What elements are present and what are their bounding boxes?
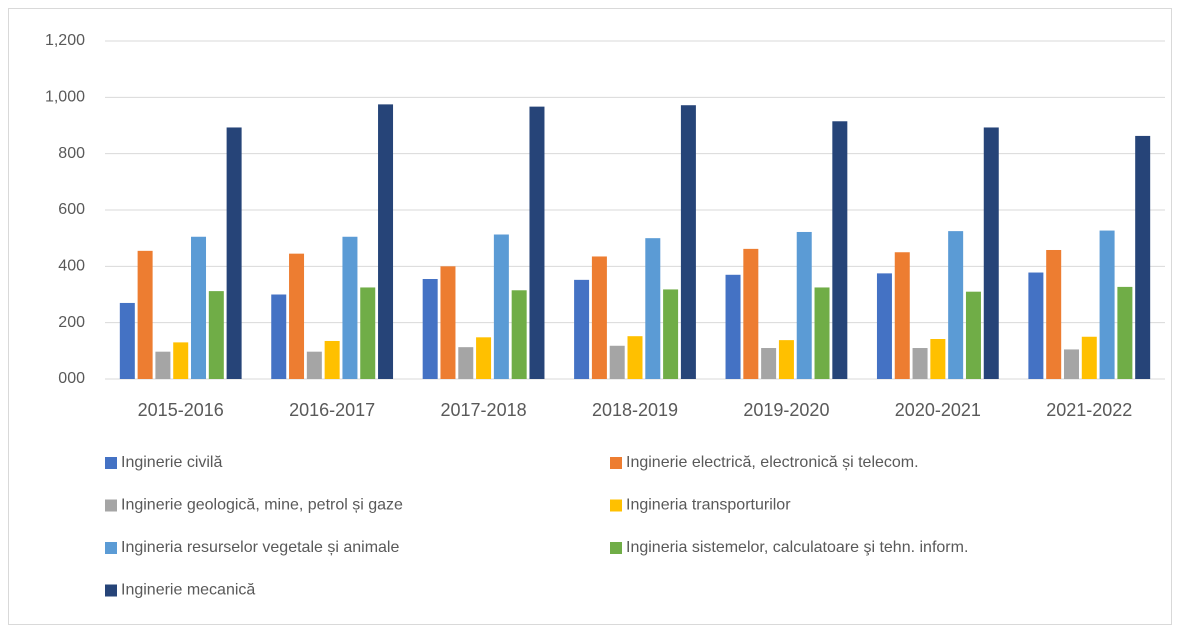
bar bbox=[930, 339, 946, 379]
bar bbox=[1099, 230, 1115, 379]
bar bbox=[832, 121, 848, 380]
bar bbox=[529, 106, 545, 380]
legend-label: Inginerie geologică, mine, petrol și gaz… bbox=[121, 497, 403, 514]
bar bbox=[324, 340, 340, 379]
bar bbox=[137, 250, 153, 379]
x-tick-label: 2021-2022 bbox=[1046, 400, 1132, 420]
x-tick-label: 2020-2021 bbox=[895, 400, 981, 420]
bar bbox=[778, 340, 794, 379]
bar bbox=[493, 234, 509, 379]
legend-label: Inginerie electrică, electronică și tele… bbox=[626, 454, 919, 471]
legend-swatch bbox=[610, 542, 622, 554]
x-tick-label: 2017-2018 bbox=[441, 400, 527, 420]
bar bbox=[894, 252, 910, 379]
bar bbox=[591, 256, 607, 379]
bar bbox=[814, 287, 830, 379]
bar bbox=[574, 279, 590, 379]
legend-swatch bbox=[610, 457, 622, 469]
bar bbox=[476, 337, 492, 379]
bar bbox=[1063, 349, 1079, 379]
y-tick-label: 1,000 bbox=[45, 89, 85, 106]
x-tick-label: 2015-2016 bbox=[138, 400, 224, 420]
bar bbox=[306, 351, 322, 379]
bar bbox=[378, 104, 394, 379]
bar bbox=[289, 253, 305, 379]
bar bbox=[680, 105, 696, 379]
legend-swatch bbox=[105, 499, 117, 512]
bar bbox=[226, 127, 242, 379]
legend-label: Inginerie mecanică bbox=[121, 582, 255, 599]
bar bbox=[191, 236, 207, 379]
bar bbox=[761, 348, 777, 379]
bar bbox=[876, 273, 892, 379]
bar bbox=[458, 347, 474, 379]
legend-label: Ingineria transporturilor bbox=[626, 497, 791, 514]
x-tick-label: 2018-2019 bbox=[592, 400, 678, 420]
legend-swatch bbox=[105, 457, 117, 469]
bar bbox=[155, 351, 171, 379]
y-tick-label: 800 bbox=[58, 145, 85, 162]
bar bbox=[173, 342, 189, 379]
bar bbox=[271, 294, 287, 379]
legend-swatch bbox=[105, 542, 117, 554]
bar bbox=[1135, 135, 1151, 379]
bar bbox=[796, 231, 812, 379]
bar bbox=[965, 291, 981, 379]
bar bbox=[912, 348, 928, 379]
y-tick-label: 400 bbox=[58, 258, 85, 275]
bar bbox=[342, 236, 358, 379]
legend-label: Ingineria resurselor vegetale și animale bbox=[121, 539, 399, 556]
bar bbox=[663, 289, 679, 379]
bar bbox=[511, 290, 527, 379]
y-tick-label: 000 bbox=[58, 370, 85, 387]
bar bbox=[1046, 249, 1062, 379]
bar bbox=[422, 279, 438, 379]
legend-label: Inginerie civilă bbox=[121, 454, 222, 471]
y-tick-label: 1,200 bbox=[45, 32, 85, 49]
bar bbox=[645, 238, 661, 379]
bar bbox=[725, 274, 741, 379]
bar bbox=[119, 302, 135, 379]
bar bbox=[948, 231, 964, 379]
bar bbox=[360, 287, 376, 379]
bar bbox=[627, 336, 643, 379]
y-tick-label: 600 bbox=[58, 201, 85, 218]
bar bbox=[609, 345, 625, 379]
legend-swatch bbox=[105, 584, 117, 597]
y-tick-label: 200 bbox=[58, 314, 85, 331]
bar bbox=[208, 291, 224, 379]
bar bbox=[983, 127, 999, 379]
x-tick-label: 2019-2020 bbox=[743, 400, 829, 420]
bar bbox=[1117, 286, 1133, 379]
legend-label: Ingineria sistemelor, calculatoare şi te… bbox=[626, 539, 968, 556]
bar bbox=[1028, 272, 1044, 379]
bar bbox=[743, 248, 759, 379]
legend-swatch bbox=[610, 499, 622, 512]
bar bbox=[1081, 336, 1097, 379]
bar bbox=[440, 266, 456, 379]
x-tick-label: 2016-2017 bbox=[289, 400, 375, 420]
